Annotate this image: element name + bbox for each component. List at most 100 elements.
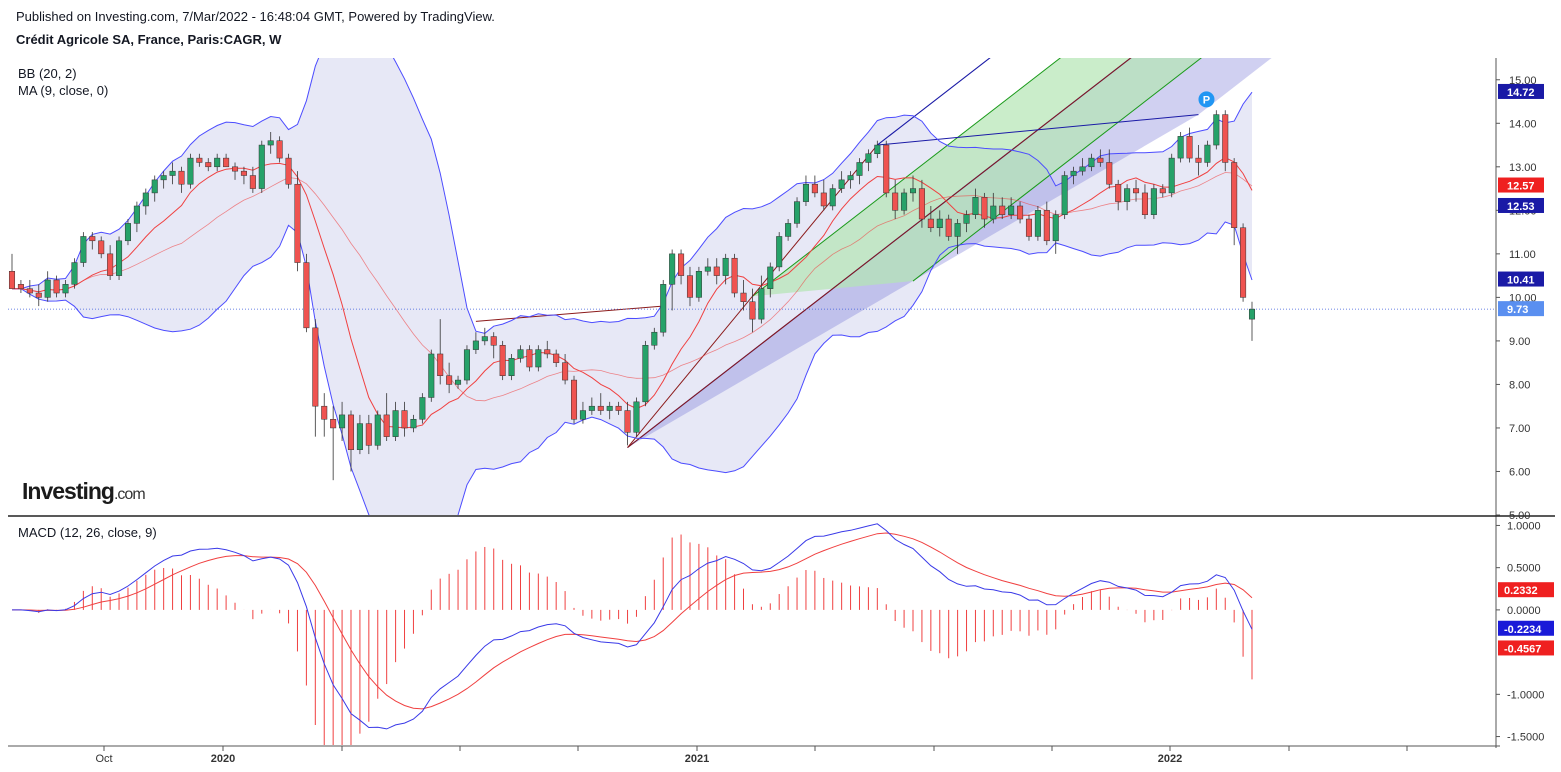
ma-legend: MA (9, close, 0) [18, 83, 108, 98]
candle-body [936, 218, 943, 228]
time-tick-label: 2021 [685, 753, 709, 765]
candle-body [615, 405, 622, 411]
time-tick-label: 2020 [211, 753, 235, 765]
candle-body [1150, 188, 1157, 215]
published-note: Published on Investing.com, 7/Mar/2022 -… [16, 9, 495, 24]
candle-body [981, 197, 988, 220]
candle-body [89, 236, 96, 242]
candle-body [847, 175, 854, 181]
macd-pane [12, 523, 1253, 745]
candle-body [240, 170, 247, 176]
candle-body [1061, 175, 1068, 215]
candle-body [1141, 192, 1148, 215]
price-badge [1498, 271, 1544, 287]
candle-body [303, 262, 310, 329]
candle-body [999, 205, 1006, 215]
pitchfork-tine [877, 114, 1199, 146]
candle-body [481, 336, 488, 342]
candle-body [588, 405, 595, 411]
candle-body [918, 188, 925, 220]
candle-body [856, 162, 863, 176]
candle-body [508, 358, 515, 376]
candle-body [553, 353, 560, 363]
price-badge [1498, 197, 1544, 213]
candle-body [133, 205, 140, 224]
price-badge [1498, 83, 1544, 99]
logo: Investing.com [22, 478, 145, 504]
candle-body [874, 144, 881, 155]
candle-body [169, 170, 176, 176]
candle-body [945, 218, 952, 237]
candle-body [865, 153, 872, 163]
price-pane: P [8, 58, 1496, 515]
candle-body [53, 279, 60, 294]
candle-body [1222, 114, 1229, 163]
candle-body [124, 223, 131, 242]
candle-body [62, 284, 69, 294]
candle-body [196, 157, 203, 163]
candle-body [214, 157, 221, 168]
candle-body [544, 349, 551, 355]
price-badge-label: 12.57 [1507, 181, 1535, 193]
macd-tick-label: 0.0000 [1507, 605, 1541, 617]
candle-body [802, 183, 809, 202]
candle-body [392, 410, 399, 437]
candle-body [383, 414, 390, 437]
candle-body [562, 362, 569, 381]
candle-body [660, 284, 667, 333]
candle-body [223, 157, 230, 168]
candle-body [80, 236, 87, 263]
candle-body [909, 188, 917, 194]
axes: 15.0014.0013.0012.0011.0010.009.008.007.… [8, 58, 1555, 765]
candle-body [276, 140, 283, 159]
candle-body [330, 418, 337, 429]
candle-body [1052, 214, 1059, 242]
macd-signal-line [12, 532, 1253, 710]
price-badge [1498, 177, 1544, 193]
price-tick-label: 14.00 [1509, 118, 1537, 130]
candle-body [1133, 188, 1140, 194]
candle-body [1204, 144, 1211, 163]
candle-body [339, 414, 346, 429]
candle-body [116, 240, 123, 276]
price-badge-label: 14.72 [1507, 87, 1535, 99]
candle-body [526, 349, 533, 368]
candle-body [285, 157, 292, 185]
candle-body [472, 340, 479, 350]
candle-body [740, 292, 747, 302]
candle-body [517, 349, 524, 359]
time-tick-label: 2022 [1158, 753, 1182, 765]
macd-tick-label: 1.0000 [1507, 520, 1541, 532]
candle-body [892, 192, 899, 211]
price-tick-label: 7.00 [1509, 423, 1530, 435]
candle-body [731, 257, 738, 294]
candle-body [713, 266, 720, 276]
candle-body [651, 331, 658, 346]
candle-body [1088, 157, 1095, 168]
candle-body [829, 188, 836, 207]
chart-title: Crédit Agricole SA, France, Paris:CAGR, … [16, 32, 282, 47]
price-tick-label: 11.00 [1509, 249, 1536, 261]
candle-body [669, 253, 676, 285]
trend-line [475, 305, 663, 322]
candle-body [267, 140, 274, 146]
candle-body [1159, 188, 1166, 194]
macd-legend: MACD (12, 26, close, 9) [18, 525, 157, 540]
candle-body [312, 327, 319, 407]
candle-body [963, 214, 970, 224]
candle-body [1008, 205, 1015, 215]
macd-tick-label: -1.5000 [1507, 732, 1544, 744]
candle-body [820, 192, 827, 207]
bb-legend: BB (20, 2) [18, 66, 77, 81]
candle-body [624, 410, 631, 433]
candle-body [1213, 114, 1220, 146]
macd-badge-label: 0.2332 [1504, 585, 1538, 597]
candle-body [954, 223, 961, 237]
candle-body [606, 405, 613, 411]
candle-body [1248, 308, 1256, 320]
price-tick-label: 13.00 [1509, 162, 1537, 174]
candle-body [26, 288, 33, 294]
candle-body [1186, 136, 1193, 159]
candle-body [249, 175, 256, 189]
candle-body [686, 275, 694, 298]
